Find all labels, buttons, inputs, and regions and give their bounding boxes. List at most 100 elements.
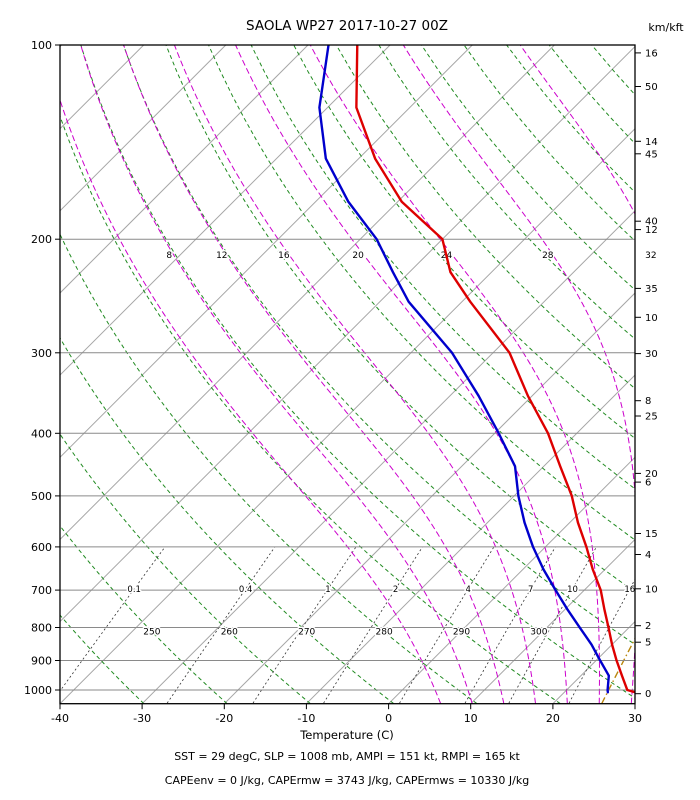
dry-adiabat-line (60, 337, 395, 704)
moist-adiabat-line (402, 45, 635, 704)
dry-adiabat-label: 270 (298, 628, 315, 638)
dry-adiabat-line (60, 233, 478, 704)
mixing-ratio-line (252, 546, 357, 704)
dry-adiabat-line (335, 45, 635, 390)
isotherm-line (60, 45, 635, 623)
mixing-ratio-label: 0.1 (127, 585, 141, 595)
altitude-kft-label: 25 (645, 412, 658, 423)
temp-tick-label: 10 (464, 712, 478, 725)
pressure-tick-label: 900 (31, 655, 52, 668)
footer-sst-line: SST = 29 degC, SLP = 1008 mb, AMPI = 151… (174, 750, 520, 763)
isotherm-line (60, 45, 62, 48)
isotherm-line (60, 45, 227, 212)
altitude-km-label: 14 (645, 137, 658, 148)
isotherm-line (60, 45, 473, 459)
mixing-ratio-line (508, 546, 597, 704)
temp-tick-label: 0 (385, 712, 392, 725)
mixing-ratio-line (323, 546, 423, 704)
altitude-kft-label: 20 (645, 469, 658, 480)
dry-adiabat-line (165, 45, 635, 593)
moist-adiabat-label: 16 (278, 251, 290, 261)
dry-adiabat-line (293, 45, 635, 440)
dry-adiabat-line (60, 614, 145, 704)
isotherm-line (470, 538, 635, 704)
mixing-ratio-label: 0.4 (239, 585, 253, 595)
moist-adiabat-label: 28 (542, 251, 554, 261)
mixing-ratio-line (399, 546, 495, 704)
altitude-km-label: 0 (645, 689, 651, 700)
moist-adiabat-line (173, 45, 537, 704)
dry-adiabat-line (60, 114, 561, 704)
moist-adiabat-line (663, 45, 700, 704)
temp-tick-label: -20 (215, 712, 233, 725)
pressure-gridlines (60, 44, 635, 691)
background-reference-lines (60, 45, 700, 704)
altitude-kft-label: 45 (645, 149, 658, 160)
pressure-tick-label: 300 (31, 347, 52, 360)
moist-adiabat-label: 20 (352, 251, 364, 261)
isotherm-line (223, 292, 635, 704)
footer-cape-line: CAPEenv = 0 J/kg, CAPErmw = 3743 J/kg, C… (165, 774, 529, 787)
temp-tick-label: -30 (133, 712, 151, 725)
x-axis-label: Temperature (C) (299, 728, 394, 742)
isotherm-line (60, 45, 555, 541)
isotherm-line (552, 620, 635, 704)
parcel-mixing-ratio-line (601, 637, 635, 704)
moist-adiabat-line (309, 45, 600, 704)
mixing-ratio-label: 2 (393, 585, 398, 595)
pressure-tick-label: 100 (31, 39, 52, 52)
isotherm-line (60, 45, 145, 130)
isotherm-line (60, 45, 309, 294)
pressure-tick-label: 500 (31, 490, 52, 503)
pressure-tick-label: 1000 (24, 684, 52, 697)
dry-adiabat-line (421, 45, 635, 291)
right-axis-unit-label: km/kft (648, 21, 684, 34)
altitude-km-label: 10 (645, 313, 658, 324)
altitude-km-label: 8 (645, 396, 651, 407)
altitude-km-label: 6 (645, 478, 651, 489)
isotherm-line (306, 374, 635, 704)
mixing-ratio-line (166, 546, 276, 704)
mixing-ratio-line (60, 546, 166, 692)
dry-adiabat-label: 260 (221, 628, 238, 638)
isotherm-line (388, 456, 635, 704)
pressure-tick-label: 200 (31, 233, 52, 246)
dry-adiabat-line (80, 45, 635, 699)
dry-adiabat-line (250, 45, 635, 490)
pressure-tick-label: 400 (31, 427, 52, 440)
altitude-kft-label: 40 (645, 217, 658, 228)
altitude-kft-label: 15 (645, 529, 658, 540)
dry-adiabat-line (60, 433, 311, 704)
pressure-tick-label: 700 (31, 584, 52, 597)
altitude-kft-label: 35 (645, 284, 658, 295)
altitude-km-label: 2 (645, 621, 651, 632)
moist-adiabat-line (123, 45, 505, 704)
mixing-ratio-label: 1 (325, 585, 330, 595)
moist-adiabat-label: 12 (216, 251, 227, 261)
dry-adiabat-line (60, 702, 61, 704)
moist-adiabat-label: 8 (166, 251, 172, 261)
sounding-curves (318, 45, 635, 694)
dry-adiabat-line (208, 45, 635, 541)
chart-title: SAOLA WP27 2017-10-27 00Z (246, 18, 448, 34)
altitude-km-label: 4 (645, 550, 651, 561)
mixing-ratio-line (464, 546, 556, 704)
pressure-tick-label: 600 (31, 541, 52, 554)
dry-adiabat-label: 280 (376, 628, 393, 638)
dry-adiabat-label: 250 (143, 628, 160, 638)
altitude-kft-label: 50 (645, 82, 658, 93)
pressure-tick-label: 800 (31, 622, 52, 635)
dry-adiabat-label: 300 (530, 628, 547, 638)
moist-adiabat-line (60, 98, 442, 704)
dry-adiabat-line (548, 45, 635, 145)
dry-adiabat-label: 290 (453, 628, 470, 638)
temp-tick-label: 20 (546, 712, 560, 725)
mixing-ratio-label: 4 (465, 585, 470, 595)
altitude-kft-label: 5 (645, 638, 651, 649)
mixing-ratio-label: 7 (528, 585, 533, 595)
temperature-curve (355, 45, 635, 694)
moist-adiabat-line (80, 45, 473, 704)
